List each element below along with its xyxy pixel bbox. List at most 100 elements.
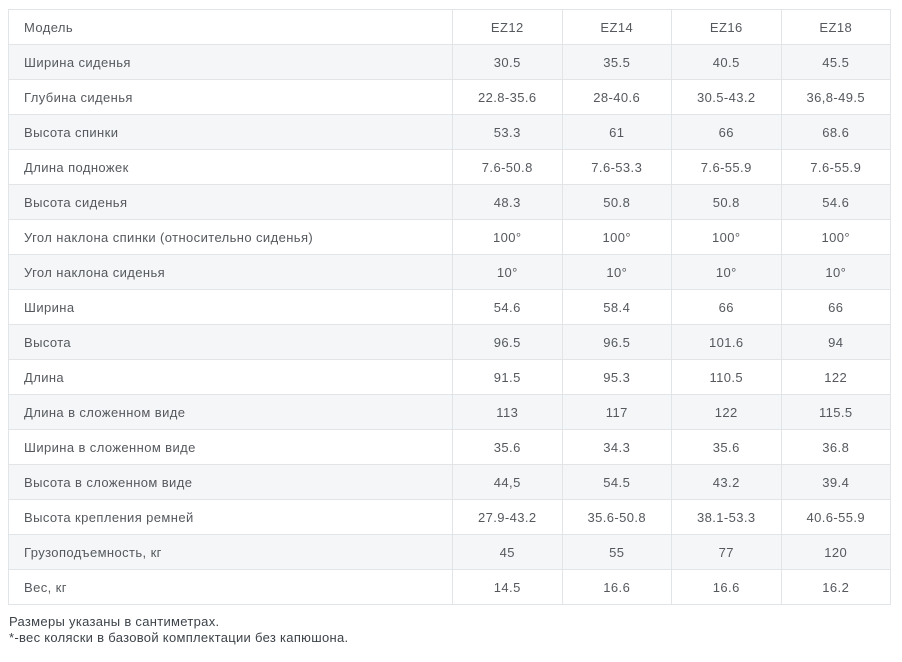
row-value: 96.5 [561, 324, 672, 360]
table-row: Ширина в сложенном виде 35.6 34.3 35.6 36.8 [8, 429, 891, 465]
row-value: 36.8 [780, 429, 891, 465]
row-value: 100° [561, 219, 672, 255]
row-value: 68.6 [780, 114, 891, 150]
row-value: 48.3 [452, 184, 563, 220]
row-value: 100° [671, 219, 782, 255]
row-value: 7.6-55.9 [671, 149, 782, 185]
row-value: 28-40.6 [561, 79, 672, 115]
table-header-row: Модель EZ12 EZ14 EZ16 EZ18 [8, 9, 891, 45]
row-value: 39.4 [780, 464, 891, 500]
row-label: Высота [8, 324, 453, 360]
row-value: 122 [671, 394, 782, 430]
row-value: 91.5 [452, 359, 563, 395]
row-value: 30.5 [452, 44, 563, 80]
row-value: 16.6 [671, 569, 782, 605]
table-row: Высота 96.5 96.5 101.6 94 [8, 324, 891, 360]
row-value: 54.5 [561, 464, 672, 500]
row-label: Высота крепления ремней [8, 499, 453, 535]
row-value: 10° [561, 254, 672, 290]
row-value: 53.3 [452, 114, 563, 150]
footnotes: Размеры указаны в сантиметрах. *-вес кол… [8, 614, 890, 646]
row-value: 117 [561, 394, 672, 430]
row-label: Длина в сложенном виде [8, 394, 453, 430]
row-label: Длина подножек [8, 149, 453, 185]
row-label: Угол наклона сиденья [8, 254, 453, 290]
row-label: Ширина [8, 289, 453, 325]
table-row: Грузоподъемность, кг 45 55 77 120 [8, 534, 891, 570]
row-value: 36,8-49.5 [780, 79, 891, 115]
table-row: Высота сиденья 48.3 50.8 50.8 54.6 [8, 184, 891, 220]
header-model: EZ16 [671, 9, 782, 45]
row-value: 66 [671, 114, 782, 150]
row-value: 10° [671, 254, 782, 290]
row-value: 22.8-35.6 [452, 79, 563, 115]
row-label: Длина [8, 359, 453, 395]
row-value: 7.6-55.9 [780, 149, 891, 185]
row-value: 50.8 [671, 184, 782, 220]
table-row: Глубина сиденья 22.8-35.6 28-40.6 30.5-43.2… [8, 79, 891, 115]
row-value: 122 [780, 359, 891, 395]
table-row: Ширина сиденья 30.5 35.5 40.5 45.5 [8, 44, 891, 80]
row-value: 27.9-43.2 [452, 499, 563, 535]
table-row: Длина 91.5 95.3 110.5 122 [8, 359, 891, 395]
table-row: Высота спинки 53.3 61 66 68.6 [8, 114, 891, 150]
row-value: 50.8 [561, 184, 672, 220]
table-row: Длина подножек 7.6-50.8 7.6-53.3 7.6-55.9 7.… [8, 149, 891, 185]
row-value: 40.5 [671, 44, 782, 80]
row-value: 16.2 [780, 569, 891, 605]
header-model: EZ14 [561, 9, 672, 45]
row-value: 35.6 [452, 429, 563, 465]
row-label: Грузоподъемность, кг [8, 534, 453, 570]
row-value: 96.5 [452, 324, 563, 360]
row-value: 14.5 [452, 569, 563, 605]
table-row: Высота крепления ремней 27.9-43.2 35.6-50.… [8, 499, 891, 535]
row-value: 120 [780, 534, 891, 570]
row-label: Глубина сиденья [8, 79, 453, 115]
row-value: 7.6-53.3 [561, 149, 672, 185]
row-value: 115.5 [780, 394, 891, 430]
row-value: 77 [671, 534, 782, 570]
row-value: 66 [780, 289, 891, 325]
row-value: 34.3 [561, 429, 672, 465]
spec-table-body: Модель EZ12 EZ14 EZ16 EZ18 Ширина сиденья 30.5… [8, 9, 891, 605]
table-row: Угол наклона спинки (относительно сидень… [8, 219, 891, 255]
row-value: 43.2 [671, 464, 782, 500]
header-model: EZ18 [780, 9, 891, 45]
row-label: Высота спинки [8, 114, 453, 150]
footnote-weight: *-вес коляски в базовой комплектации без… [9, 630, 349, 645]
row-value: 7.6-50.8 [452, 149, 563, 185]
row-value: 38.1-53.3 [671, 499, 782, 535]
row-value: 10° [452, 254, 563, 290]
table-row: Угол наклона сиденья 10° 10° 10° 10° [8, 254, 891, 290]
row-value: 94 [780, 324, 891, 360]
spec-table: Модель EZ12 EZ14 EZ16 EZ18 Ширина сиденья 30.5… [8, 9, 891, 605]
table-row: Вес, кг 14.5 16.6 16.6 16.2 [8, 569, 891, 605]
row-value: 45.5 [780, 44, 891, 80]
table-row: Высота в сложенном виде 44,5 54.5 43.2 39.4 [8, 464, 891, 500]
row-value: 54.6 [780, 184, 891, 220]
row-value: 100° [452, 219, 563, 255]
row-value: 101.6 [671, 324, 782, 360]
row-value: 61 [561, 114, 672, 150]
row-label: Ширина в сложенном виде [8, 429, 453, 465]
row-value: 30.5-43.2 [671, 79, 782, 115]
row-value: 55 [561, 534, 672, 570]
footnote-units: Размеры указаны в сантиметрах. [9, 614, 220, 629]
row-label: Угол наклона спинки (относительно сидень… [8, 219, 453, 255]
row-value: 113 [452, 394, 563, 430]
row-label: Высота в сложенном виде [8, 464, 453, 500]
row-label: Вес, кг [8, 569, 453, 605]
header-label: Модель [8, 9, 453, 45]
row-value: 54.6 [452, 289, 563, 325]
row-value: 16.6 [561, 569, 672, 605]
row-value: 66 [671, 289, 782, 325]
row-value: 45 [452, 534, 563, 570]
table-row: Ширина 54.6 58.4 66 66 [8, 289, 891, 325]
row-value: 58.4 [561, 289, 672, 325]
row-value: 100° [780, 219, 891, 255]
row-value: 95.3 [561, 359, 672, 395]
header-model: EZ12 [452, 9, 563, 45]
row-value: 35.6-50.8 [561, 499, 672, 535]
row-value: 110.5 [671, 359, 782, 395]
